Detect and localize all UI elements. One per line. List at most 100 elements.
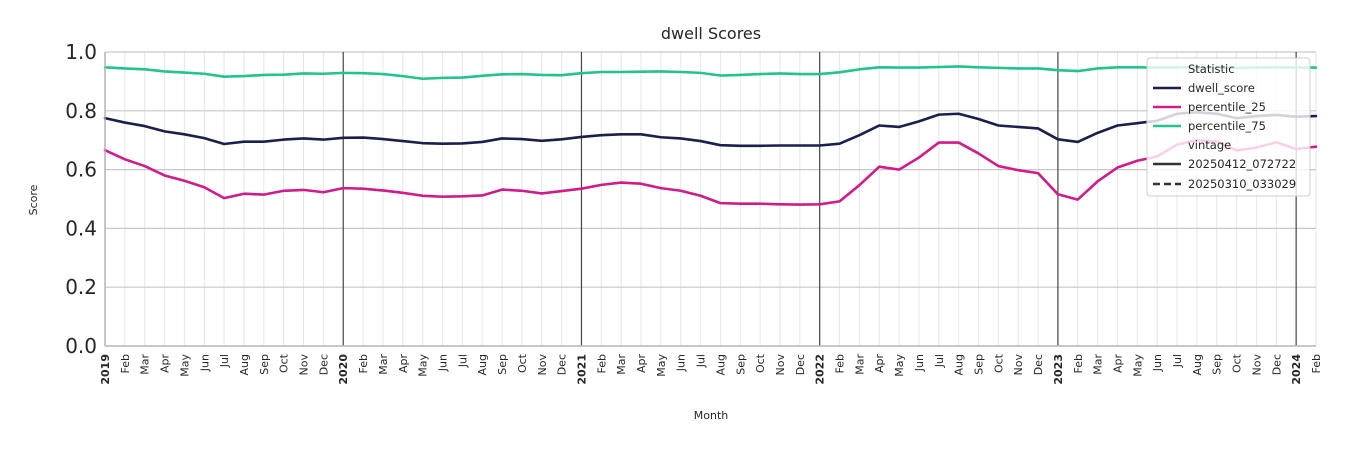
data-point-percentile-75: [342, 72, 345, 74]
data-point-dwell-score: [1076, 141, 1079, 143]
data-point-percentile-25: [739, 202, 742, 205]
legend: Statistic dwell_score percentile_25 perc…: [1146, 57, 1311, 197]
data-point-percentile-75: [401, 75, 404, 77]
x-tick-label: Dec: [556, 354, 569, 375]
legend-frame: [1146, 57, 1311, 197]
data-point-dwell-score: [898, 126, 900, 128]
data-point-percentile-75: [501, 73, 503, 76]
x-tick-label: Feb: [119, 354, 132, 373]
x-tick-label: Oct: [516, 353, 529, 373]
data-point-percentile-25: [799, 203, 801, 206]
data-point-percentile-75: [322, 72, 325, 75]
data-point-percentile-25: [957, 141, 960, 144]
x-tick-label: Nov: [774, 354, 787, 376]
x-tick-label: Apr: [159, 354, 172, 374]
data-point-dwell-score: [918, 120, 920, 123]
data-point-percentile-25: [163, 174, 166, 177]
x-tick-label-year: 2020: [337, 354, 350, 385]
x-tick-label: May: [178, 354, 191, 377]
data-point-percentile-75: [938, 66, 940, 68]
data-point-dwell-score: [282, 138, 285, 141]
x-tick-label: Jul: [1171, 354, 1184, 368]
x-tick-label: May: [417, 354, 430, 377]
y-tick-label: 1.0: [65, 40, 97, 64]
x-tick-label: Dec: [317, 354, 330, 375]
x-tick-label: Jun: [1151, 354, 1164, 372]
x-tick-label-year: 2019: [99, 354, 112, 385]
data-point-percentile-25: [1136, 159, 1139, 162]
x-tick-label: Mar: [1092, 354, 1105, 375]
x-tick-label: May: [893, 354, 906, 377]
x-tick-label: Jun: [913, 354, 926, 372]
x-tick-label: Sep: [496, 354, 509, 375]
legend-item-vintage-20250412: 20250412_072722: [1188, 157, 1296, 171]
data-point-percentile-25: [143, 165, 146, 167]
data-point-percentile-75: [521, 73, 523, 75]
data-point-percentile-25: [540, 192, 543, 195]
data-point-dwell-score: [1136, 122, 1139, 124]
data-point-percentile-25: [322, 191, 325, 194]
data-point-percentile-25: [282, 189, 285, 192]
x-tick-label: Apr: [635, 354, 648, 374]
x-tick-label: Feb: [357, 354, 370, 373]
series-line-dwell-score: [103, 110, 1318, 148]
data-point-percentile-25: [1315, 145, 1317, 148]
x-tick-label-year: 2021: [575, 354, 588, 385]
data-point-dwell-score: [580, 136, 583, 138]
x-tick-label: May: [655, 354, 668, 377]
x-tick-label: Feb: [1310, 354, 1323, 373]
x-tick-label: Sep: [734, 354, 747, 375]
series-line-percentile-75: [103, 65, 1318, 81]
data-point-dwell-score: [322, 138, 325, 141]
data-point-dwell-score: [163, 130, 166, 133]
x-tick-label: Mar: [853, 354, 866, 375]
data-point-dwell-score: [1116, 124, 1119, 127]
data-point-dwell-score: [739, 144, 742, 147]
x-tick-label: Mar: [139, 354, 152, 375]
data-point-percentile-25: [421, 194, 424, 197]
data-point-percentile-25: [382, 189, 384, 192]
data-point-percentile-75: [580, 72, 583, 74]
data-point-percentile-25: [203, 186, 206, 189]
data-point-dwell-score: [938, 113, 940, 116]
x-tick-label: Jun: [436, 354, 449, 372]
legend-header-vintage: vintage: [1188, 138, 1231, 152]
legend-header-statistic: Statistic: [1188, 62, 1235, 76]
x-tick-label: Mar: [615, 354, 628, 375]
data-point-dwell-score: [878, 124, 881, 127]
data-point-percentile-25: [977, 152, 980, 155]
y-axis-label: Score: [27, 184, 40, 215]
data-point-percentile-75: [997, 67, 1000, 69]
data-point-percentile-25: [401, 192, 404, 194]
data-point-dwell-score: [421, 142, 424, 144]
legend-item-dwell-score: dwell_score: [1188, 81, 1255, 95]
x-tick-label: Oct: [992, 353, 1005, 373]
data-point-dwell-score: [302, 137, 305, 140]
data-point-dwell-score: [521, 138, 523, 140]
x-tick-label: Apr: [873, 354, 886, 374]
data-point-percentile-75: [620, 71, 622, 73]
data-point-percentile-75: [1315, 66, 1317, 69]
data-point-percentile-75: [1057, 69, 1059, 72]
data-point-percentile-75: [382, 73, 384, 75]
data-point-percentile-25: [878, 165, 881, 168]
data-point-dwell-score: [382, 138, 384, 140]
x-tick-label: Feb: [595, 354, 608, 373]
data-point-percentile-25: [1037, 172, 1039, 174]
x-tick-label: Sep: [1211, 354, 1224, 375]
data-point-percentile-75: [799, 73, 801, 75]
x-tick-label: Nov: [536, 354, 549, 376]
legend-item-percentile-75: percentile_75: [1188, 119, 1266, 133]
data-point-dwell-score: [441, 142, 444, 145]
data-point-percentile-75: [818, 73, 821, 75]
x-tick-label: Jul: [456, 354, 469, 368]
y-tick-label: 0.6: [65, 158, 97, 182]
axis-layer: 0.0 0.2 0.4 0.6 0.8 1.0 2019 Feb Mar Apr May Jun Jul…: [65, 40, 1323, 385]
data-point-percentile-25: [660, 187, 662, 189]
data-point-dwell-score: [620, 133, 622, 136]
data-point-dwell-score: [1096, 132, 1099, 134]
data-point-percentile-25: [838, 200, 841, 203]
data-point-percentile-25: [938, 141, 940, 144]
x-tick-label: Jun: [675, 354, 688, 372]
series-layer: [103, 65, 1318, 206]
